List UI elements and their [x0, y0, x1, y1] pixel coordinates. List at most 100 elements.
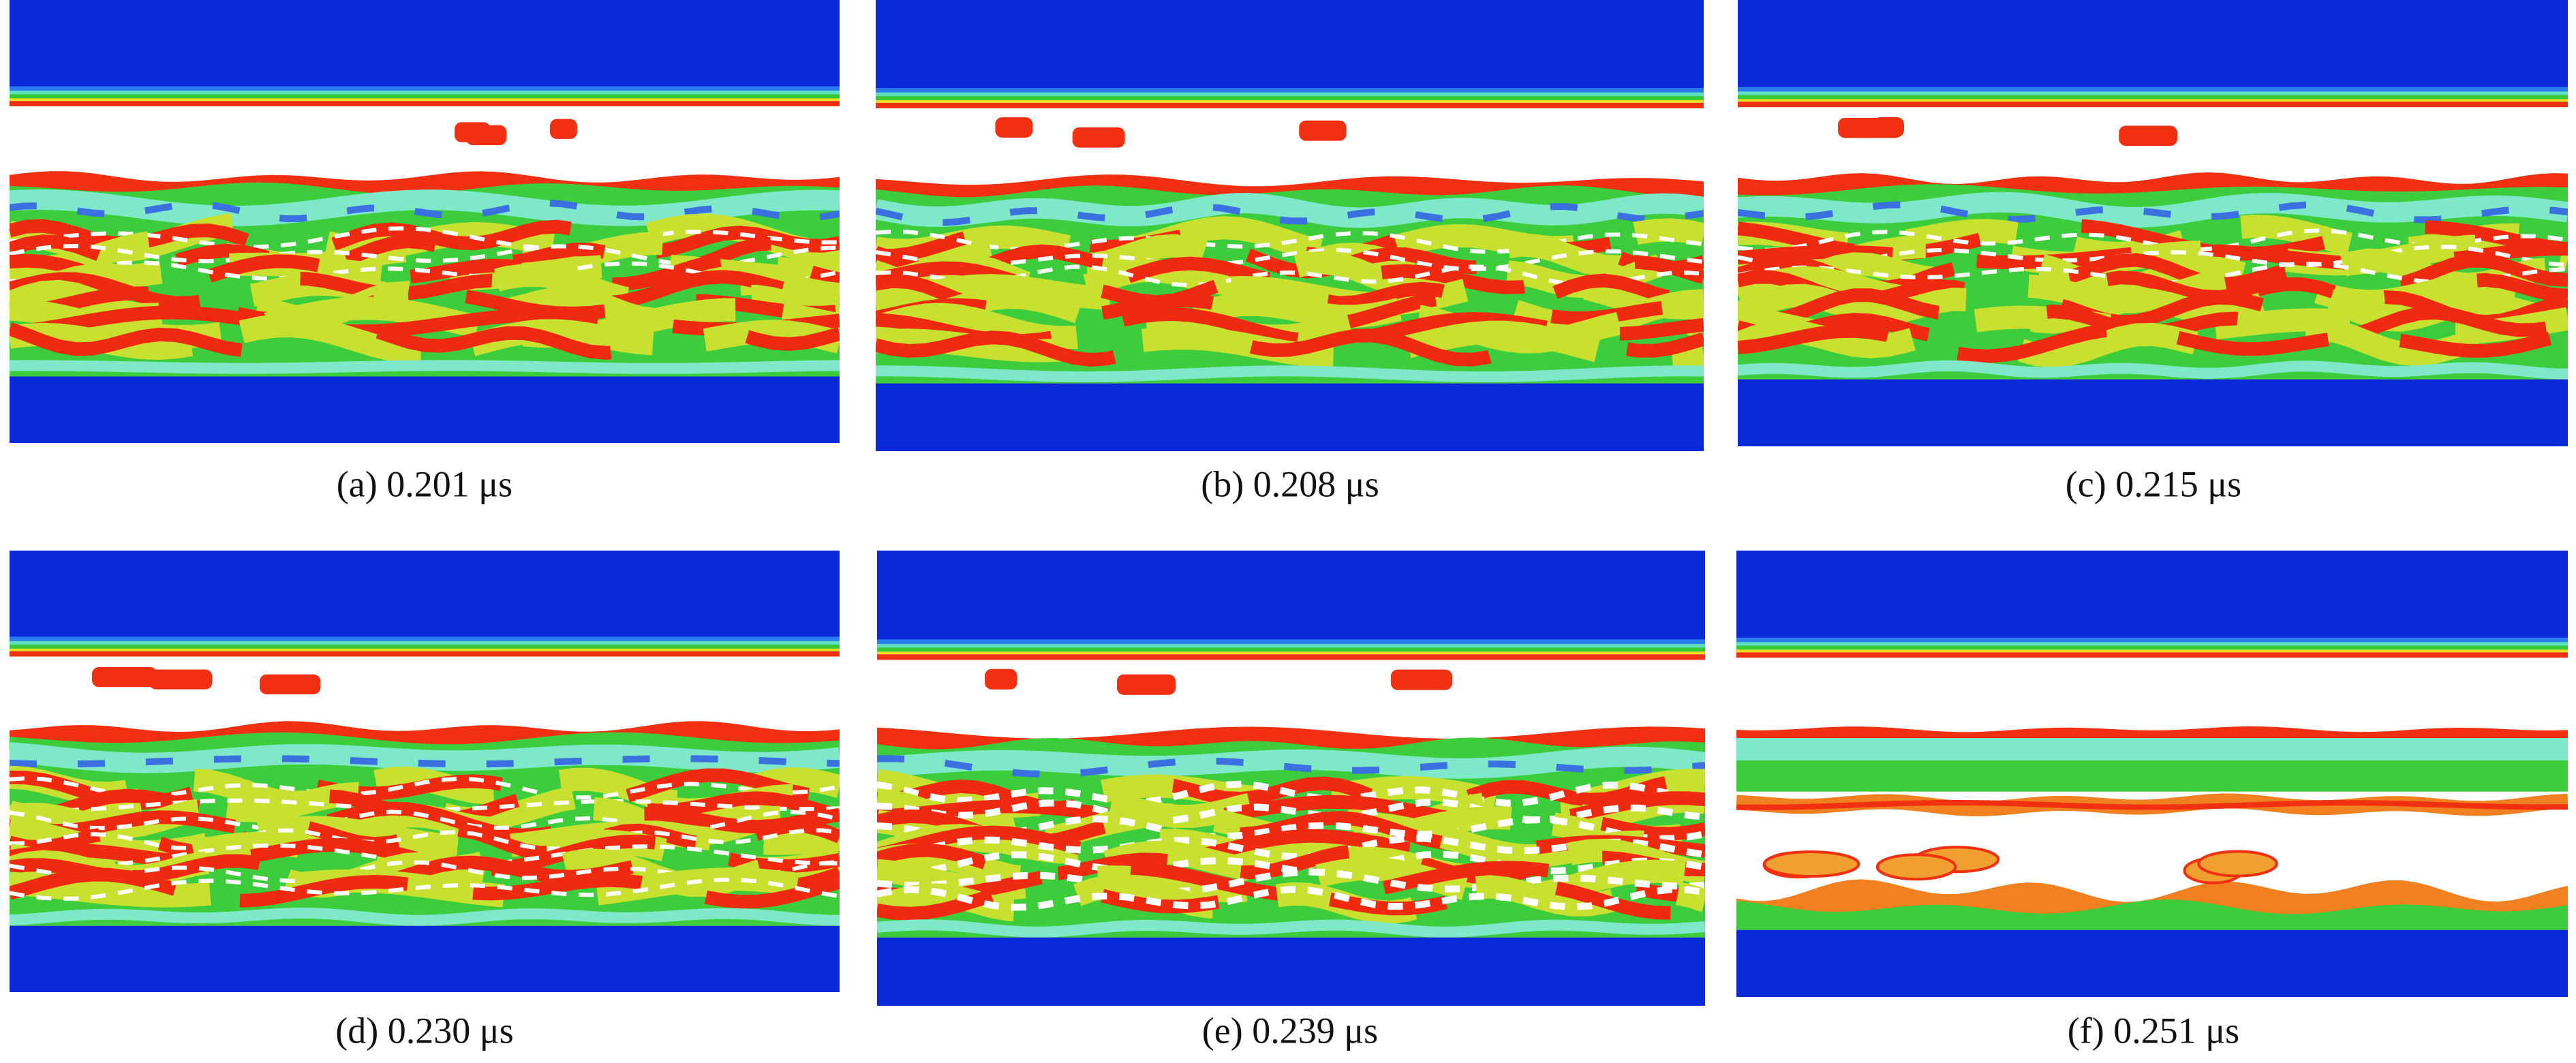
- red-blob: [549, 119, 577, 139]
- panel-content: [1736, 551, 2568, 997]
- red-blob: [1072, 127, 1125, 148]
- top-layer: [10, 648, 840, 651]
- caption: (c) 0.215 μs: [2066, 463, 2241, 504]
- simulation-panel: [876, 0, 1704, 451]
- top-layer: [1736, 649, 2568, 653]
- white-streak: [877, 798, 1705, 825]
- caption: (b) 0.208 μs: [1201, 463, 1379, 504]
- white-streak: [877, 835, 1705, 861]
- blue-band: [10, 755, 840, 768]
- red-streak: [877, 879, 1705, 921]
- bottom-light: [10, 907, 840, 926]
- white-streak: [876, 247, 1704, 272]
- yellow-streak: [877, 874, 1705, 924]
- panel-content: [10, 551, 840, 992]
- red-streak: [1738, 322, 2568, 363]
- red-streak: [10, 270, 840, 310]
- red-streak: [876, 328, 1704, 367]
- red-streak: [876, 292, 1704, 333]
- bottom-band: [10, 376, 840, 443]
- panels: [10, 0, 2568, 1006]
- bottom-light: [877, 919, 1705, 938]
- top-layer: [876, 88, 1704, 94]
- white-streak: [877, 868, 1705, 895]
- white-streak: [877, 780, 1705, 807]
- top-layer: [876, 96, 1704, 101]
- light-band: [876, 192, 1704, 228]
- bottom-band: [10, 925, 840, 992]
- red-streak: [10, 251, 840, 294]
- bottom-band: [1738, 379, 2568, 446]
- simulation-panel: [10, 0, 840, 443]
- orange-patch: [2197, 850, 2278, 878]
- red-streak: [1738, 242, 2568, 271]
- top-layer: [877, 654, 1705, 660]
- top-layer: [1736, 645, 2568, 651]
- top-layer: [1738, 91, 2568, 96]
- blue-band: [876, 203, 1704, 226]
- top-band: [877, 551, 1705, 642]
- orange-patch: [1875, 853, 1957, 881]
- top-layer: [10, 101, 840, 106]
- white-streak: [10, 226, 840, 250]
- bottom-light: [1738, 360, 2568, 380]
- top-layer: [1738, 95, 2568, 100]
- red-streak: [10, 318, 840, 360]
- white-streak: [10, 810, 840, 832]
- top-layer: [876, 99, 1704, 103]
- blue-band: [1738, 201, 2568, 224]
- top-layer: [876, 102, 1704, 108]
- top-layer: [1736, 637, 2568, 643]
- red-streak: [876, 238, 1704, 280]
- simulation-panel: [10, 551, 840, 992]
- red-blob: [465, 125, 507, 145]
- top-layer: [1738, 99, 2568, 102]
- red-blob: [1299, 120, 1347, 141]
- orange-patch: [1762, 850, 1860, 878]
- top-layer: [1738, 87, 2568, 93]
- red-blob: [1390, 669, 1452, 690]
- panel-content: [876, 0, 1704, 451]
- top-layer: [877, 639, 1705, 645]
- red-streak: [1736, 800, 2568, 810]
- white-streak: [10, 877, 840, 902]
- white-streak: [10, 859, 840, 883]
- light-band: [877, 746, 1705, 779]
- top-layer: [1738, 102, 2568, 108]
- caption: (f) 0.251 μs: [2068, 1010, 2239, 1051]
- panel-content: [877, 551, 1705, 1006]
- top-layer: [10, 94, 840, 99]
- red-blob: [149, 669, 213, 690]
- top-layer: [10, 98, 840, 102]
- top-layer: [10, 651, 840, 657]
- top-band: [1736, 551, 2568, 640]
- top-band: [876, 0, 1704, 91]
- top-layer: [10, 91, 840, 95]
- red-streak: [10, 867, 840, 909]
- top-layer: [876, 92, 1704, 97]
- blue-band: [877, 755, 1705, 778]
- simulation-panel: [1738, 0, 2568, 446]
- red-streak: [877, 843, 1705, 884]
- panel-content: [1738, 0, 2568, 446]
- caption: (e) 0.239 μs: [1202, 1010, 1378, 1051]
- red-blob: [1116, 674, 1176, 695]
- light-band: [1738, 191, 2568, 228]
- top-layer: [877, 647, 1705, 652]
- green-layer: [1736, 760, 2568, 792]
- red-streak: [10, 305, 840, 339]
- bottom-band: [877, 937, 1705, 1006]
- red-streak: [10, 834, 840, 876]
- top-band: [10, 551, 840, 639]
- bottom-band: [876, 383, 1704, 451]
- bottom-light: [10, 360, 840, 374]
- top-layer: [1736, 642, 2568, 647]
- red-blob: [260, 674, 321, 694]
- simulation-panel: [877, 551, 1705, 1006]
- simulation-panel: [1736, 551, 2568, 997]
- bottom-band: [1736, 929, 2568, 997]
- top-layer: [10, 641, 840, 646]
- bottom-light: [876, 365, 1704, 383]
